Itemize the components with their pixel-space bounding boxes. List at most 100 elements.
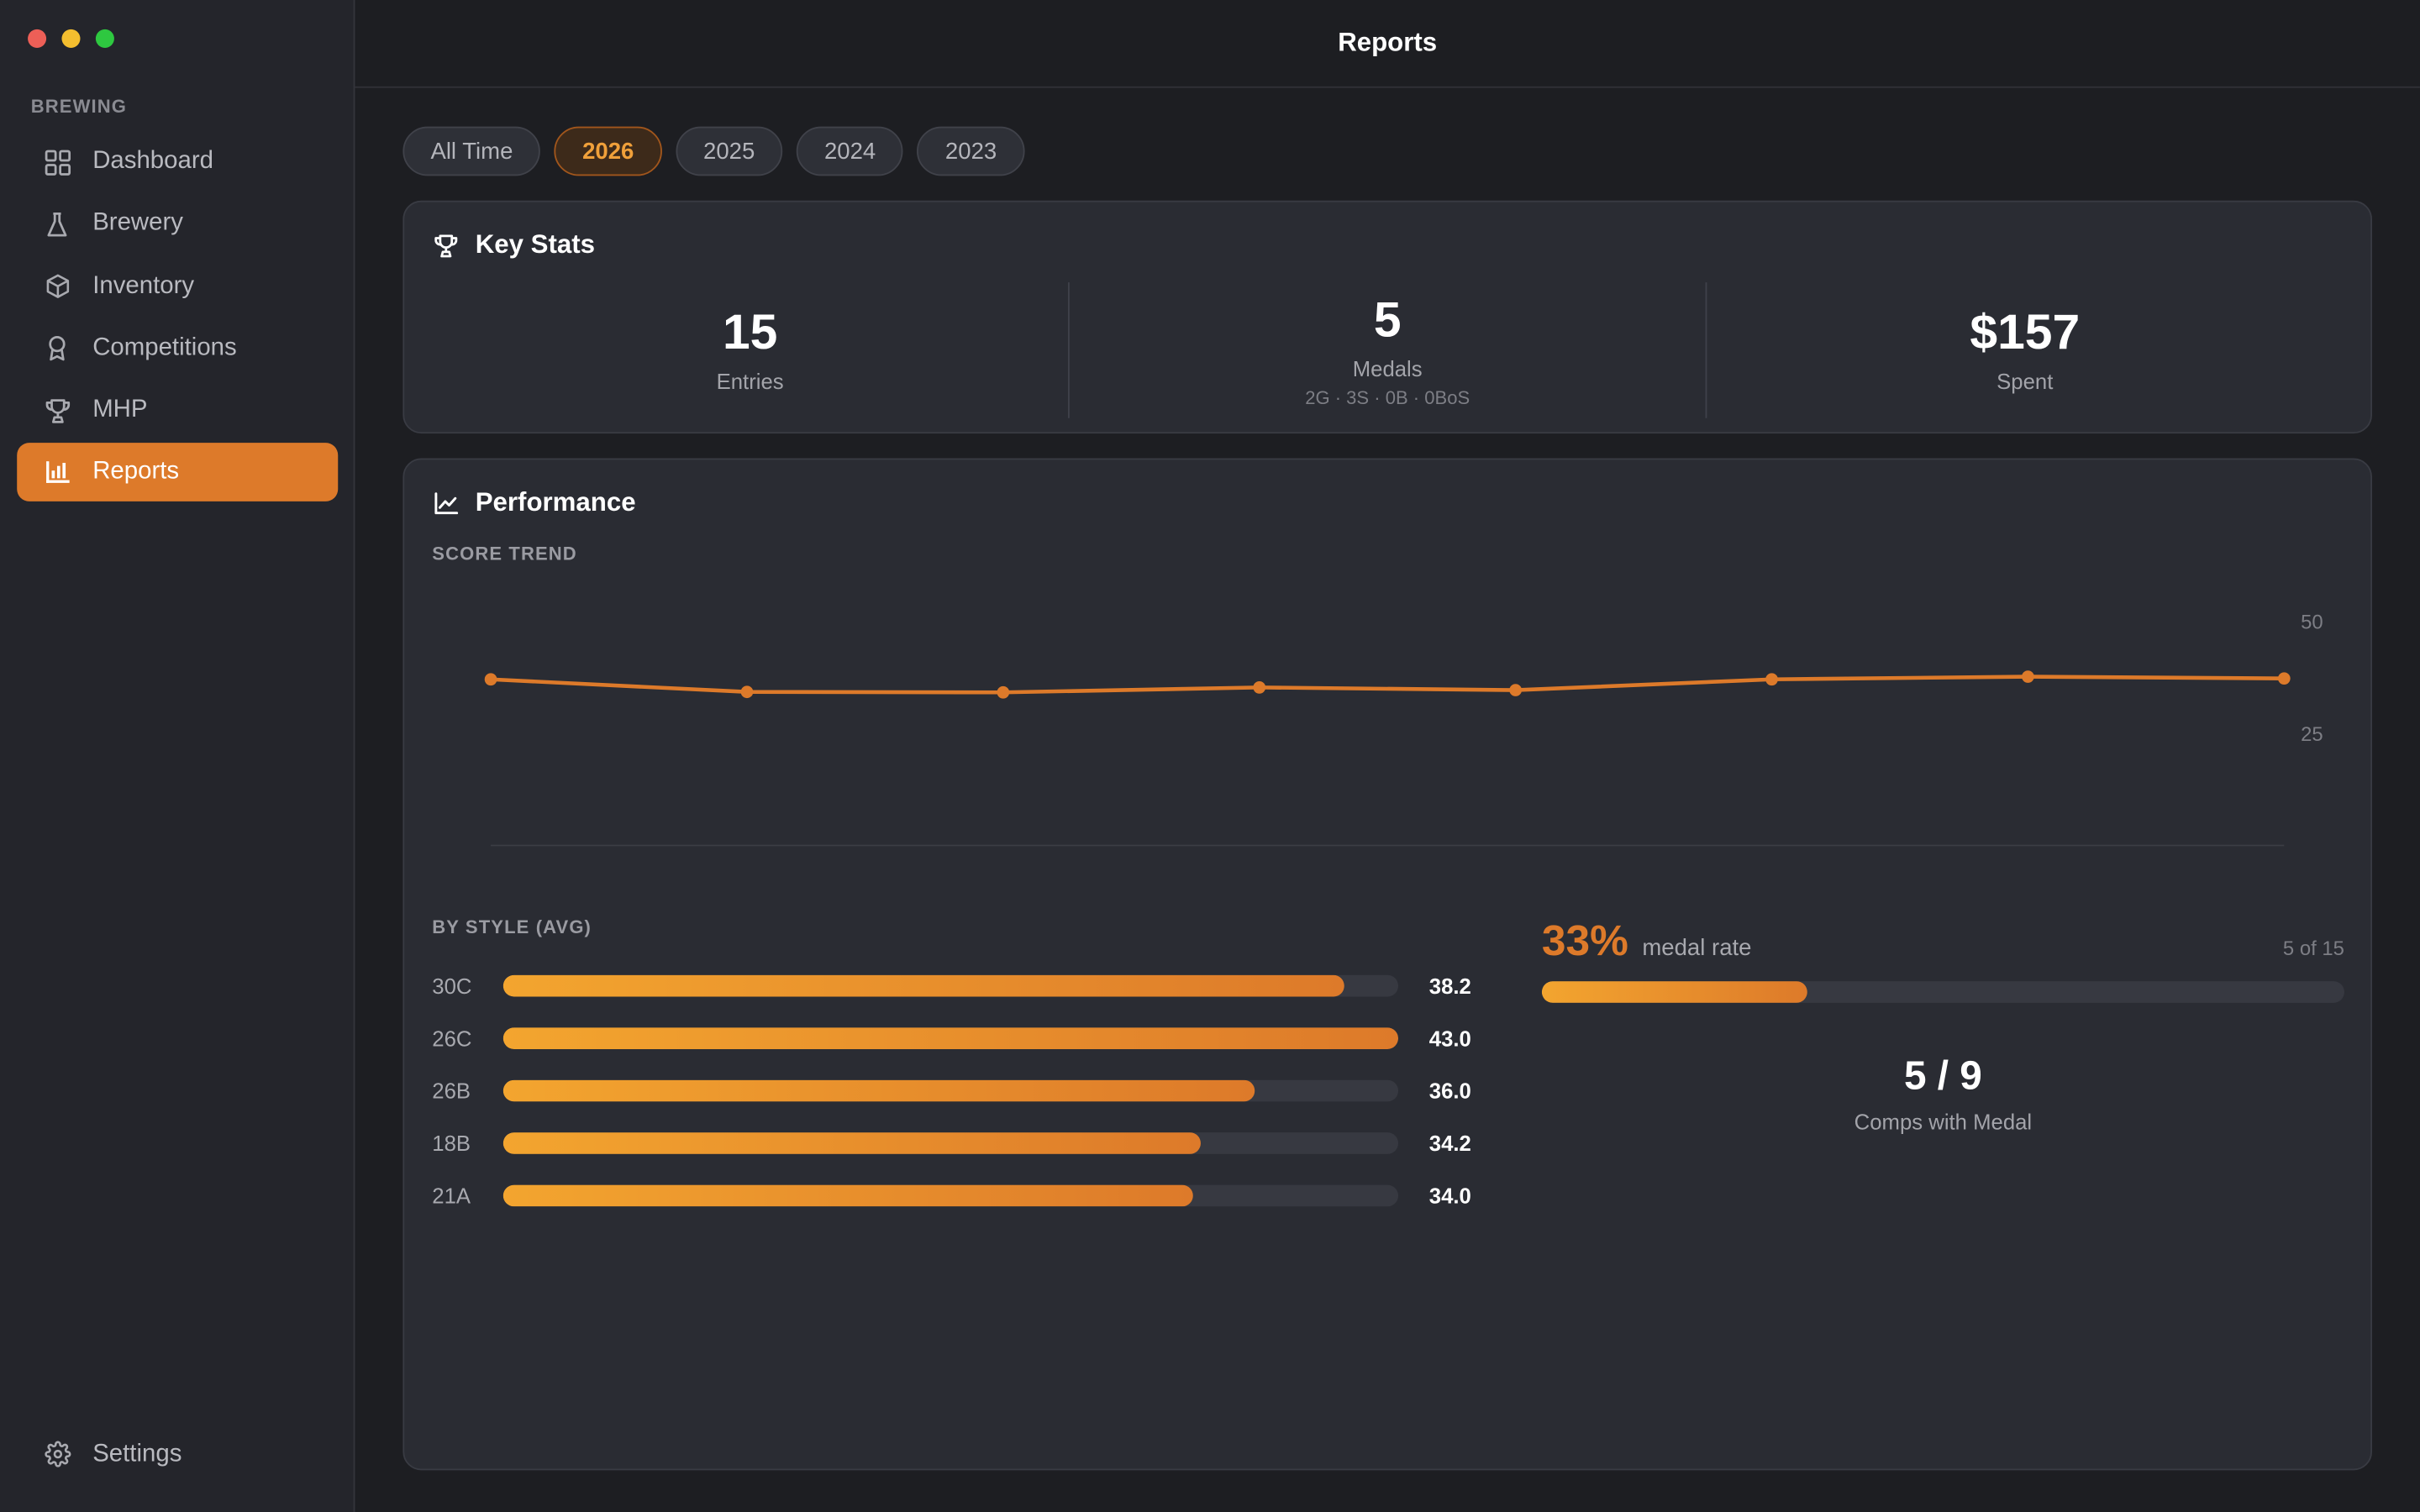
score-point: [1253, 681, 1266, 694]
year-filter: All Time 2026 2025 2024 2023: [402, 126, 1025, 176]
medal-rate-count: 5 of 15: [2282, 936, 2344, 960]
style-bar-fill: [502, 1132, 1202, 1154]
spent-label: Spent: [1996, 368, 2054, 394]
grid-icon: [43, 148, 71, 176]
sidebar-item-competitions[interactable]: Competitions: [17, 319, 338, 378]
score-trend-label: SCORE TREND: [432, 543, 577, 565]
style-code: 18B: [432, 1131, 471, 1156]
performance-header: Performance: [434, 487, 636, 518]
style-avg-value: 38.2: [1428, 973, 1471, 999]
score-point: [997, 685, 1010, 699]
key-stats-card: Key Stats 15 Entries 5 Medals 2G · 3S · …: [402, 200, 2373, 434]
style-row: 30C 38.2: [432, 959, 1476, 1011]
performance-card: Performance SCORE TREND 50 25 BY STYLE (A…: [402, 458, 2373, 1471]
style-bar-track: [502, 1079, 1399, 1102]
sidebar-item-label: Brewery: [92, 210, 183, 237]
comps-with-medal: 5 / 9 Comps with Medal: [1542, 1053, 2344, 1134]
gear-icon: [43, 1441, 71, 1468]
medal-rate-header: 33% medal rate 5 of 15: [1542, 916, 2344, 966]
style-row: 26C 43.0: [432, 1012, 1476, 1064]
filter-chip-2024[interactable]: 2024: [796, 126, 904, 176]
sidebar-item-label: Competitions: [92, 334, 237, 361]
filter-chip-all-time[interactable]: All Time: [402, 126, 541, 176]
window-controls: [28, 29, 114, 48]
score-point: [1509, 684, 1522, 696]
style-bars: 30C 38.2 26C 43.0 26B 36.0 18B 3: [432, 959, 1476, 1221]
style-code: 26C: [432, 1026, 472, 1051]
score-trend-chart: 50 25: [484, 611, 2323, 847]
style-bar-track: [502, 1184, 1399, 1207]
sidebar-item-label: MHP: [92, 396, 148, 423]
spent-stat: $157 Spent: [1705, 282, 2344, 418]
minimize-window-button[interactable]: [61, 29, 81, 48]
performance-title: Performance: [475, 487, 636, 517]
sidebar-item-label: Inventory: [92, 272, 195, 299]
filter-chip-2026[interactable]: 2026: [555, 126, 662, 176]
style-avg-value: 34.2: [1428, 1131, 1471, 1156]
medal-rate-panel: 33% medal rate 5 of 15 5 / 9 Comps with …: [1541, 916, 2344, 1134]
sidebar-item-mhp[interactable]: MHP: [17, 381, 338, 440]
line-chart-icon: [434, 489, 461, 517]
score-point: [740, 685, 754, 699]
style-code: 21A: [432, 1183, 471, 1209]
sidebar-item-reports[interactable]: Reports: [17, 444, 339, 502]
flask-icon: [43, 210, 71, 238]
style-bar-track: [502, 974, 1399, 997]
sidebar-nav: Dashboard Brewery Inventory Competitions: [17, 133, 339, 506]
style-bar-track: [502, 1132, 1399, 1154]
comps-with-medal-value: 5 / 9: [1903, 1052, 1982, 1099]
stats-row: 15 Entries 5 Medals 2G · 3S · 0B · 0BoS …: [432, 282, 2343, 418]
window-title: Reports: [355, 0, 2420, 88]
trophy-icon: [434, 232, 461, 260]
sidebar-section-label: BREWING: [30, 95, 127, 118]
key-stats-header: Key Stats: [434, 230, 595, 261]
spent-value: $157: [1970, 303, 2081, 360]
style-bar-track: [502, 1027, 1399, 1049]
sidebar: BREWING Dashboard Brewery Inventory: [0, 0, 355, 1512]
score-point: [2022, 670, 2034, 683]
entries-value: 15: [722, 303, 778, 360]
sidebar-item-label: Dashboard: [92, 148, 213, 175]
score-point: [2277, 672, 2291, 685]
medal-rate-track: [1541, 981, 2344, 1003]
y-tick-label: 25: [2301, 723, 2323, 746]
key-stats-title: Key Stats: [475, 229, 596, 260]
style-row: 26B 36.0: [432, 1064, 1476, 1116]
sidebar-settings-section: Settings: [17, 1425, 338, 1488]
style-row: 21A 34.0: [432, 1169, 1476, 1221]
sidebar-item-inventory[interactable]: Inventory: [17, 257, 338, 316]
style-bar-fill: [502, 1184, 1193, 1207]
score-point: [484, 673, 497, 686]
style-bar-fill: [502, 974, 1345, 997]
filter-chip-2025[interactable]: 2025: [675, 126, 783, 176]
style-avg-value: 43.0: [1428, 1026, 1471, 1051]
zoom-window-button[interactable]: [95, 29, 114, 48]
comps-with-medal-label: Comps with Medal: [1854, 1109, 2033, 1134]
sidebar-item-label: Settings: [92, 1440, 182, 1467]
box-icon: [43, 272, 71, 300]
sidebar-item-settings[interactable]: Settings: [17, 1425, 338, 1484]
medal-rate-label: medal rate: [1642, 935, 1752, 962]
medals-breakdown: 2G · 3S · 0B · 0BoS: [1305, 387, 1470, 409]
medals-stat: 5 Medals 2G · 3S · 0B · 0BoS: [1067, 282, 1706, 418]
medals-label: Medals: [1352, 356, 1423, 381]
award-icon: [43, 334, 71, 362]
score-point: [1765, 673, 1778, 686]
style-avg-value: 36.0: [1428, 1078, 1471, 1104]
close-window-button[interactable]: [28, 29, 47, 48]
style-code: 30C: [432, 973, 472, 999]
score-trend-line: [490, 675, 2285, 695]
medal-rate-fill: [1541, 981, 1807, 1003]
y-tick-label: 50: [2301, 611, 2323, 633]
sidebar-item-label: Reports: [92, 459, 180, 486]
sidebar-item-dashboard[interactable]: Dashboard: [17, 133, 338, 192]
main-content: Reports All Time 2026 2025 2024 2023 Key…: [355, 0, 2420, 1512]
filter-chip-2023[interactable]: 2023: [917, 126, 1025, 176]
medals-value: 5: [1373, 291, 1402, 348]
medal-rate-percent: 33%: [1541, 916, 1628, 964]
style-avg-value: 34.0: [1428, 1183, 1471, 1209]
by-style-label: BY STYLE (AVG): [432, 916, 592, 938]
style-bar-fill: [502, 1027, 1399, 1049]
sidebar-item-brewery[interactable]: Brewery: [17, 195, 338, 254]
style-bar-fill: [502, 1079, 1255, 1102]
